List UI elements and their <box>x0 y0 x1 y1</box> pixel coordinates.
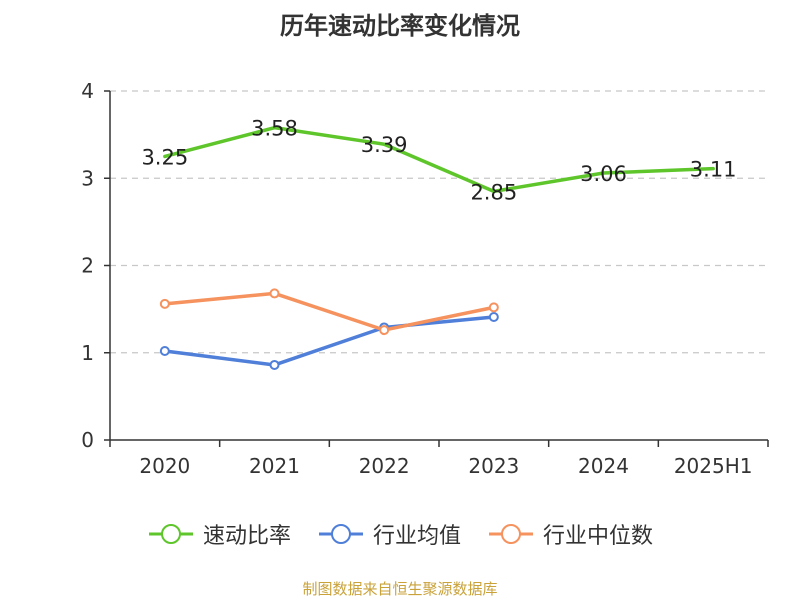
x-tick-label: 2025H1 <box>674 454 753 478</box>
y-tick-label: 3 <box>81 166 94 190</box>
series-lines <box>159 125 715 370</box>
data-label: 3.58 <box>251 117 298 141</box>
legend-item[interactable]: 行业均值 <box>317 518 461 550</box>
legend-item[interactable]: 速动比率 <box>147 518 291 550</box>
data-point <box>488 311 499 322</box>
data-label: 3.39 <box>361 133 408 157</box>
legend-marker-icon <box>489 524 533 544</box>
data-label: 3.11 <box>690 158 737 182</box>
legend-marker-icon <box>148 524 193 544</box>
y-tick-label: 0 <box>81 428 94 452</box>
data-point <box>159 298 170 309</box>
x-tick-label: 2024 <box>578 454 629 478</box>
legend: 速动比率 行业均值 行业中位数 <box>0 518 800 550</box>
x-tick-label: 2020 <box>139 454 190 478</box>
data-point <box>269 288 280 299</box>
legend-label: 行业均值 <box>372 524 461 549</box>
axes: 0 1 2 3 4 2020 2021 2022 2023 2024 2025H1 <box>81 79 769 478</box>
x-tick-label: 2023 <box>468 454 519 478</box>
x-tick-label: 2021 <box>249 454 300 478</box>
data-point <box>269 359 280 370</box>
legend-item[interactable]: 行业中位数 <box>487 518 653 550</box>
y-tick-label: 2 <box>81 254 94 278</box>
y-tick-label: 1 <box>81 341 94 365</box>
data-label: 3.25 <box>141 145 188 169</box>
data-label: 2.85 <box>470 180 517 204</box>
legend-label: 速动比率 <box>202 524 291 549</box>
data-labels: 3.25 3.58 3.39 2.85 3.06 3.11 <box>141 117 736 205</box>
grid-lines <box>110 90 768 354</box>
data-point <box>379 325 390 336</box>
data-point <box>159 346 170 357</box>
series-line <box>163 315 496 367</box>
data-label: 3.06 <box>580 162 627 186</box>
series-line <box>163 125 715 194</box>
legend-marker-icon <box>318 524 363 544</box>
chart-title: 历年速动比率变化情况 <box>280 12 520 40</box>
x-tick-label: 2022 <box>359 454 410 478</box>
legend-label: 行业中位数 <box>543 524 654 549</box>
y-tick-label: 4 <box>81 79 94 103</box>
data-point <box>488 302 499 313</box>
series-line <box>163 291 496 332</box>
source-note: 制图数据来自恒生聚源数据库 <box>302 580 498 598</box>
